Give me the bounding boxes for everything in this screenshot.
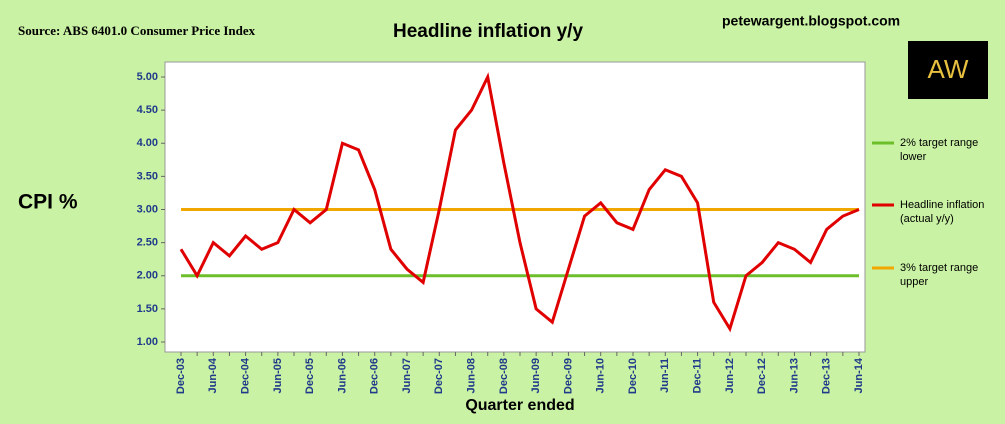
y-tick-label: 2.50: [137, 237, 158, 249]
x-tick-label: Jun-08: [465, 358, 477, 393]
x-tick-label: Dec-07: [433, 358, 445, 394]
x-tick-label: Dec-13: [821, 358, 833, 394]
y-tick-label: 1.00: [137, 336, 158, 348]
x-tick-label: Jun-05: [272, 358, 284, 393]
x-tick-label: Jun-14: [853, 357, 865, 393]
chart-title: Headline inflation y/y: [393, 21, 583, 42]
x-tick-label: Dec-09: [562, 358, 574, 394]
x-tick-label: Jun-04: [207, 357, 219, 393]
legend-label: Headline inflation (actual y/y): [900, 199, 985, 225]
x-tick-label: Jun-13: [788, 358, 800, 393]
x-tick-label: Dec-12: [756, 358, 768, 394]
y-tick-label: 2.00: [137, 270, 158, 282]
x-tick-label: Jun-07: [401, 358, 413, 393]
x-tick-label: Dec-11: [691, 358, 703, 393]
website: petewargent.blogspot.com: [722, 13, 900, 29]
y-tick-label: 3.50: [137, 170, 158, 182]
y-tick-label: 1.50: [137, 303, 158, 315]
series-line: [179, 72, 860, 333]
legend-label: 3% target range upper: [900, 262, 979, 288]
x-tick-label: Jun-10: [595, 358, 607, 393]
y-tick-label: 3.00: [137, 203, 158, 215]
y-tick-label: 4.00: [137, 137, 158, 149]
x-tick-label: Dec-06: [369, 358, 381, 394]
logo: AW: [928, 54, 969, 84]
x-tick-label: Jun-12: [724, 358, 736, 393]
plot-area: [164, 61, 866, 353]
x-tick-label: Dec-10: [627, 358, 639, 394]
y-axis-label: CPI %: [18, 191, 78, 214]
y-tick-label: 4.50: [137, 104, 158, 116]
logo-box: [908, 41, 988, 99]
x-tick-label: Dec-04: [239, 357, 251, 394]
x-tick-label: Dec-05: [304, 358, 316, 394]
x-tick-label: Jun-11: [659, 358, 671, 393]
legend-label: 2% target range lower: [900, 137, 979, 163]
source-note: Source: ABS 6401.0 Consumer Price Index: [18, 23, 256, 38]
x-tick-label: Jun-09: [530, 358, 542, 393]
y-tick-label: 5.00: [137, 71, 158, 83]
x-tick-label: Dec-08: [498, 358, 510, 394]
x-tick-label: Jun-06: [336, 358, 348, 393]
x-axis-label: Quarter ended: [465, 397, 574, 414]
x-tick-label: Dec-03: [175, 358, 187, 394]
